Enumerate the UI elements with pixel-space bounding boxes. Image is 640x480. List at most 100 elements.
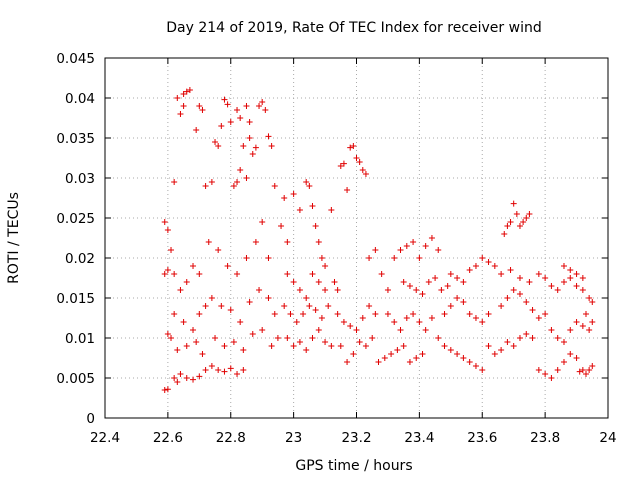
data-point [334,287,341,293]
axis-ticks: 22.4 22.6 22.8 23 23.2 23.4 23.6 23.8 24 0 0.005 0.… [56,51,616,446]
data-point [259,327,266,333]
data-point [366,303,373,309]
data-point [256,287,263,293]
data-point [406,283,413,289]
data-point [366,255,373,261]
data-point [164,227,171,233]
data-point [265,133,272,140]
data-point [542,311,549,317]
data-point [516,223,523,229]
data-point [318,255,325,261]
data-point [243,103,250,109]
data-point [281,303,288,309]
data-point [212,335,219,341]
data-point [554,335,561,341]
data-point [271,183,278,189]
data-point [265,255,272,261]
data-point [183,375,190,381]
data-point [388,351,395,357]
data-point [447,303,454,309]
x-tick-label: 24 [599,430,616,446]
data-point [290,279,297,285]
data-point [237,319,244,325]
data-point [573,319,580,325]
data-point [579,323,586,329]
y-tick-label: 0.015 [56,291,95,307]
data-point [425,279,432,285]
y-tick-label: 0.005 [56,371,95,387]
data-point [372,247,379,253]
y-axis-label: ROTI / TECUs [6,192,22,284]
data-point [406,359,413,365]
data-point [218,123,225,129]
data-point [259,219,266,225]
data-point [554,367,561,373]
data-point [472,315,479,321]
data-point [183,343,190,349]
data-point [479,255,486,261]
data-point [441,343,448,349]
data-point [190,263,197,269]
data-point [589,299,596,305]
data-point [435,247,442,253]
data-point [196,103,203,109]
data-point [347,323,354,329]
data-point [246,299,253,305]
data-point [309,203,316,209]
data-point [535,315,542,321]
data-point [252,239,259,245]
data-point [243,255,250,261]
data-point [560,263,567,269]
data-point [164,386,171,393]
data-point [516,335,523,341]
data-point [384,287,391,293]
data-point [240,347,247,353]
data-point [356,159,363,165]
data-point [356,339,363,345]
data-point [290,191,297,197]
data-point [498,347,505,353]
data-point [208,179,215,185]
data-point [353,327,360,333]
data-point [278,223,285,229]
data-point [183,279,190,285]
data-point [221,96,228,103]
data-point [485,343,492,349]
data-point [296,287,303,293]
data-point [510,343,517,349]
data-point [535,367,542,373]
y-tick-label: 0.025 [56,211,95,227]
data-point [303,347,310,353]
data-point [196,271,203,277]
data-point [177,371,184,377]
data-point [466,359,473,365]
data-point [237,167,244,173]
data-point [337,163,344,169]
data-point [586,327,593,333]
data-point [560,279,567,285]
data-point [180,319,187,325]
data-point [186,87,193,93]
data-point [460,355,467,361]
data-point [284,239,291,245]
data-point [234,271,241,277]
data-point [507,219,514,225]
data-point [325,303,332,309]
data-point [516,291,523,297]
data-point [193,339,200,345]
data-point [479,319,486,325]
data-point [215,143,222,149]
data-point [548,283,555,289]
x-tick-label: 22.8 [216,430,246,446]
data-point [567,275,574,281]
data-point [416,319,423,325]
data-point [378,271,385,277]
data-point [227,119,234,125]
x-tick-label: 23 [285,430,302,446]
data-point [510,287,517,293]
data-point [215,367,222,373]
data-point [403,315,410,321]
data-point [579,275,586,281]
data-point [268,143,275,149]
data-point [567,267,574,273]
